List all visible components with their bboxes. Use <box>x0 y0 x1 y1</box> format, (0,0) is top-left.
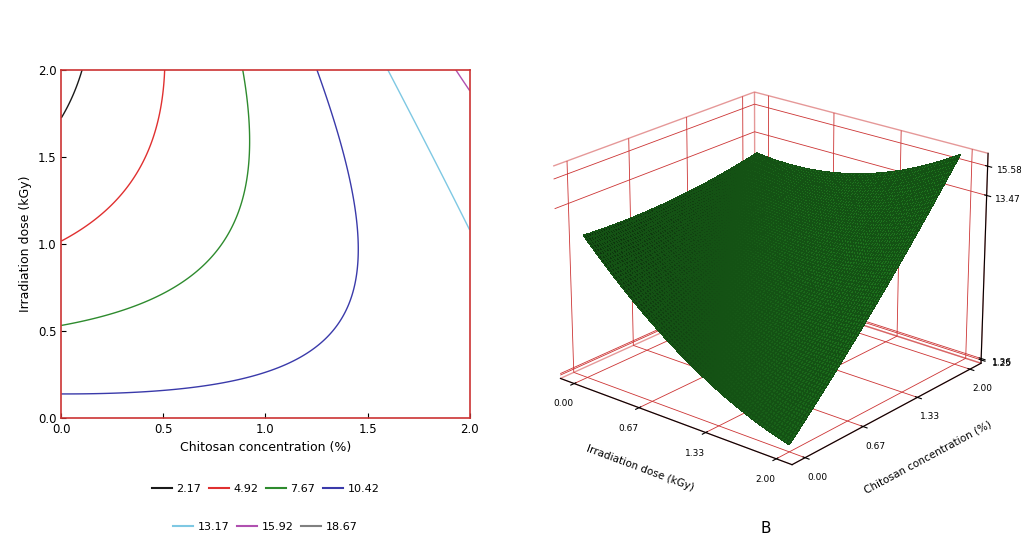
X-axis label: Irradiation dose (kGy): Irradiation dose (kGy) <box>585 444 695 493</box>
Y-axis label: Chitosan concentration (%): Chitosan concentration (%) <box>863 419 993 495</box>
Text: B: B <box>761 520 771 535</box>
Legend: 13.17, 15.92, 18.67: 13.17, 15.92, 18.67 <box>168 518 362 536</box>
Y-axis label: Irradiation dose (kGy): Irradiation dose (kGy) <box>19 176 33 312</box>
X-axis label: Chitosan concentration (%): Chitosan concentration (%) <box>180 442 351 455</box>
